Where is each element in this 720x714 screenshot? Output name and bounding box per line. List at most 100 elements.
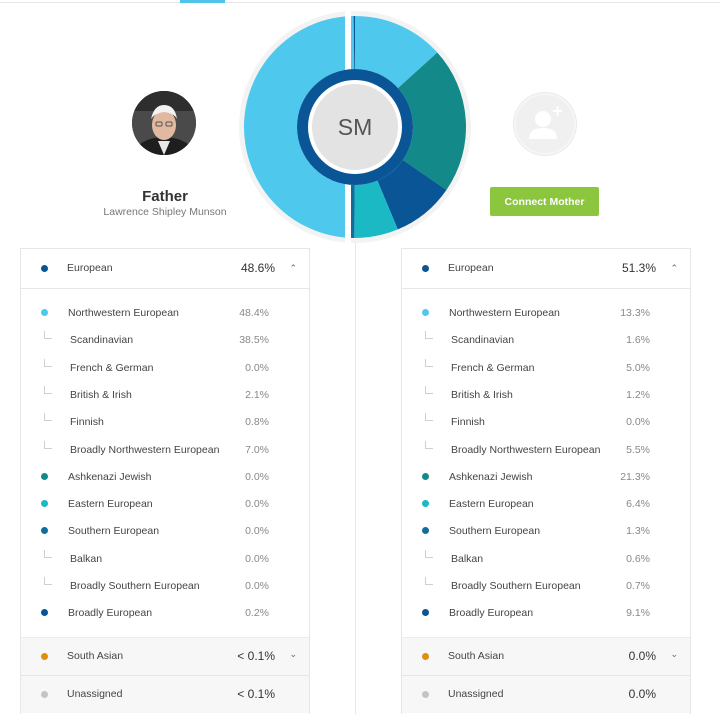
- tree-connector-icon: [44, 358, 52, 367]
- chevron-up-icon[interactable]: ⌃: [670, 263, 678, 273]
- region-color-dot: [41, 472, 48, 480]
- south-asian-row[interactable]: South Asian < 0.1% ⌄: [21, 638, 309, 675]
- initials-text: SM: [338, 114, 373, 140]
- region-value: 0.0%: [245, 552, 269, 565]
- subregion-row: Balkan 0.0%: [21, 549, 309, 569]
- connect-mother-button[interactable]: Connect Mother: [490, 187, 599, 216]
- unassigned-label: Unassigned: [448, 688, 504, 700]
- subregion-row: Scandinavian 38.5%: [21, 331, 309, 350]
- region-color-dot: [41, 609, 48, 617]
- region-value: 1.3%: [626, 525, 650, 538]
- south-asian-dot: [422, 653, 429, 660]
- tree-connector-icon: [44, 549, 52, 558]
- initials-circle[interactable]: [312, 84, 398, 170]
- father-full-name: Lawrence Shipley Munson: [103, 206, 227, 218]
- region-value: 6.4%: [626, 498, 650, 511]
- european-label: European: [67, 262, 113, 274]
- subregion-label: Broadly Southern European: [70, 580, 200, 592]
- region-color-dot: [422, 472, 429, 480]
- chevron-down-icon[interactable]: ⌄: [289, 649, 297, 659]
- region-row: Broadly European 0.2%: [21, 605, 309, 623]
- region-row: Eastern European 0.0%: [21, 496, 309, 514]
- donut-segment-father-northwestern-european[interactable]: [243, 16, 355, 238]
- tree-connector-icon: [425, 385, 433, 394]
- chevron-up-icon[interactable]: ⌃: [289, 263, 297, 273]
- father-avatar[interactable]: [132, 91, 196, 155]
- subregion-row: British & Irish 2.1%: [21, 385, 309, 405]
- european-dot: [41, 265, 48, 272]
- tree-connector-icon: [44, 385, 52, 394]
- region-row: Southern European 0.0%: [21, 523, 309, 541]
- donut-segment-mother-northwestern-european[interactable]: [355, 16, 438, 89]
- region-value: 0.7%: [626, 580, 650, 592]
- region-value: 9.1%: [626, 607, 650, 620]
- subregion-label: French & German: [451, 361, 535, 374]
- father-title: Father: [142, 188, 188, 205]
- south-asian-label: South Asian: [67, 650, 124, 662]
- subregion-row: Finnish 0.0%: [402, 413, 690, 432]
- tree-connector-icon: [425, 440, 433, 449]
- region-row: Ashkenazi Jewish 0.0%: [21, 469, 309, 487]
- european-header[interactable]: European 51.3% ⌃: [402, 249, 690, 289]
- subregion-label: Broadly Northwestern European: [451, 443, 601, 456]
- subregion-row: Broadly Northwestern European 7.0%: [21, 440, 309, 460]
- south-asian-dot: [41, 653, 48, 660]
- donut-segment-father-broadly-european[interactable]: [353, 16, 355, 70]
- region-label: Broadly European: [68, 607, 153, 620]
- european-dot: [422, 265, 429, 272]
- unassigned-dot: [41, 691, 48, 698]
- active-tab-indicator: [180, 0, 225, 3]
- add-user-icon: [529, 106, 562, 139]
- tree-connector-icon: [425, 549, 433, 558]
- father-photo: [132, 91, 196, 155]
- donut-segment-mother-eastern-european[interactable]: [354, 180, 398, 238]
- ancestry-donut-chart: SM: [238, 10, 472, 244]
- tree-connector-icon: [44, 440, 52, 449]
- region-label: Eastern European: [68, 498, 153, 511]
- subregion-label: Balkan: [451, 552, 484, 565]
- region-row: Northwestern European 13.3%: [402, 305, 690, 323]
- chevron-down-icon[interactable]: ⌄: [670, 649, 678, 659]
- european-value: 51.3%: [621, 261, 656, 275]
- region-value: 0.2%: [245, 607, 269, 620]
- region-value: 1.6%: [626, 334, 650, 347]
- european-header[interactable]: European 48.6% ⌃: [21, 249, 309, 289]
- subregion-label: Finnish: [70, 416, 104, 429]
- donut-segment-mother-broadly-european[interactable]: [377, 159, 447, 230]
- region-value: 0.0%: [626, 416, 650, 429]
- region-row: Broadly European 9.1%: [402, 605, 690, 623]
- tree-connector-icon: [425, 413, 433, 422]
- subregion-row: French & German 5.0%: [402, 358, 690, 378]
- unassigned-dot: [422, 691, 429, 698]
- region-label: Ashkenazi Jewish: [449, 470, 533, 483]
- tree-connector-icon: [44, 577, 52, 585]
- region-row: Eastern European 6.4%: [402, 496, 690, 514]
- region-value: 21.3%: [620, 470, 650, 483]
- region-value: 13.3%: [620, 307, 650, 319]
- south-asian-value: 0.0%: [628, 649, 656, 663]
- subregion-row: British & Irish 1.2%: [402, 385, 690, 405]
- subregion-label: British & Irish: [451, 388, 513, 401]
- tree-connector-icon: [44, 331, 52, 340]
- region-color-dot: [422, 500, 429, 508]
- region-color-dot: [41, 527, 48, 535]
- father-ancestry-panel: European 48.6% ⌃ Northwestern European 48.4%…: [20, 248, 310, 714]
- european-label: European: [448, 262, 494, 274]
- subregion-label: British & Irish: [70, 388, 132, 401]
- region-label: Broadly European: [449, 607, 534, 620]
- south-asian-section: South Asian 0.0% ⌄ Unassigned 0.0%: [402, 637, 690, 713]
- donut-segment-mother-ashkenazi-jewish[interactable]: [398, 52, 466, 190]
- south-asian-row[interactable]: South Asian 0.0% ⌄: [402, 638, 690, 675]
- subregion-label: Balkan: [70, 552, 103, 565]
- tree-connector-icon: [425, 331, 433, 340]
- region-color-dot: [41, 309, 48, 316]
- region-value: 5.5%: [626, 443, 650, 456]
- region-value: 1.2%: [626, 388, 650, 401]
- region-label: Northwestern European: [68, 307, 179, 319]
- unassigned-value: < 0.1%: [237, 687, 275, 701]
- region-value: 48.4%: [239, 307, 269, 319]
- mother-avatar-placeholder[interactable]: [514, 93, 576, 155]
- region-row: Northwestern European 48.4%: [21, 305, 309, 323]
- south-asian-label: South Asian: [448, 650, 505, 662]
- region-value: 38.5%: [239, 334, 269, 347]
